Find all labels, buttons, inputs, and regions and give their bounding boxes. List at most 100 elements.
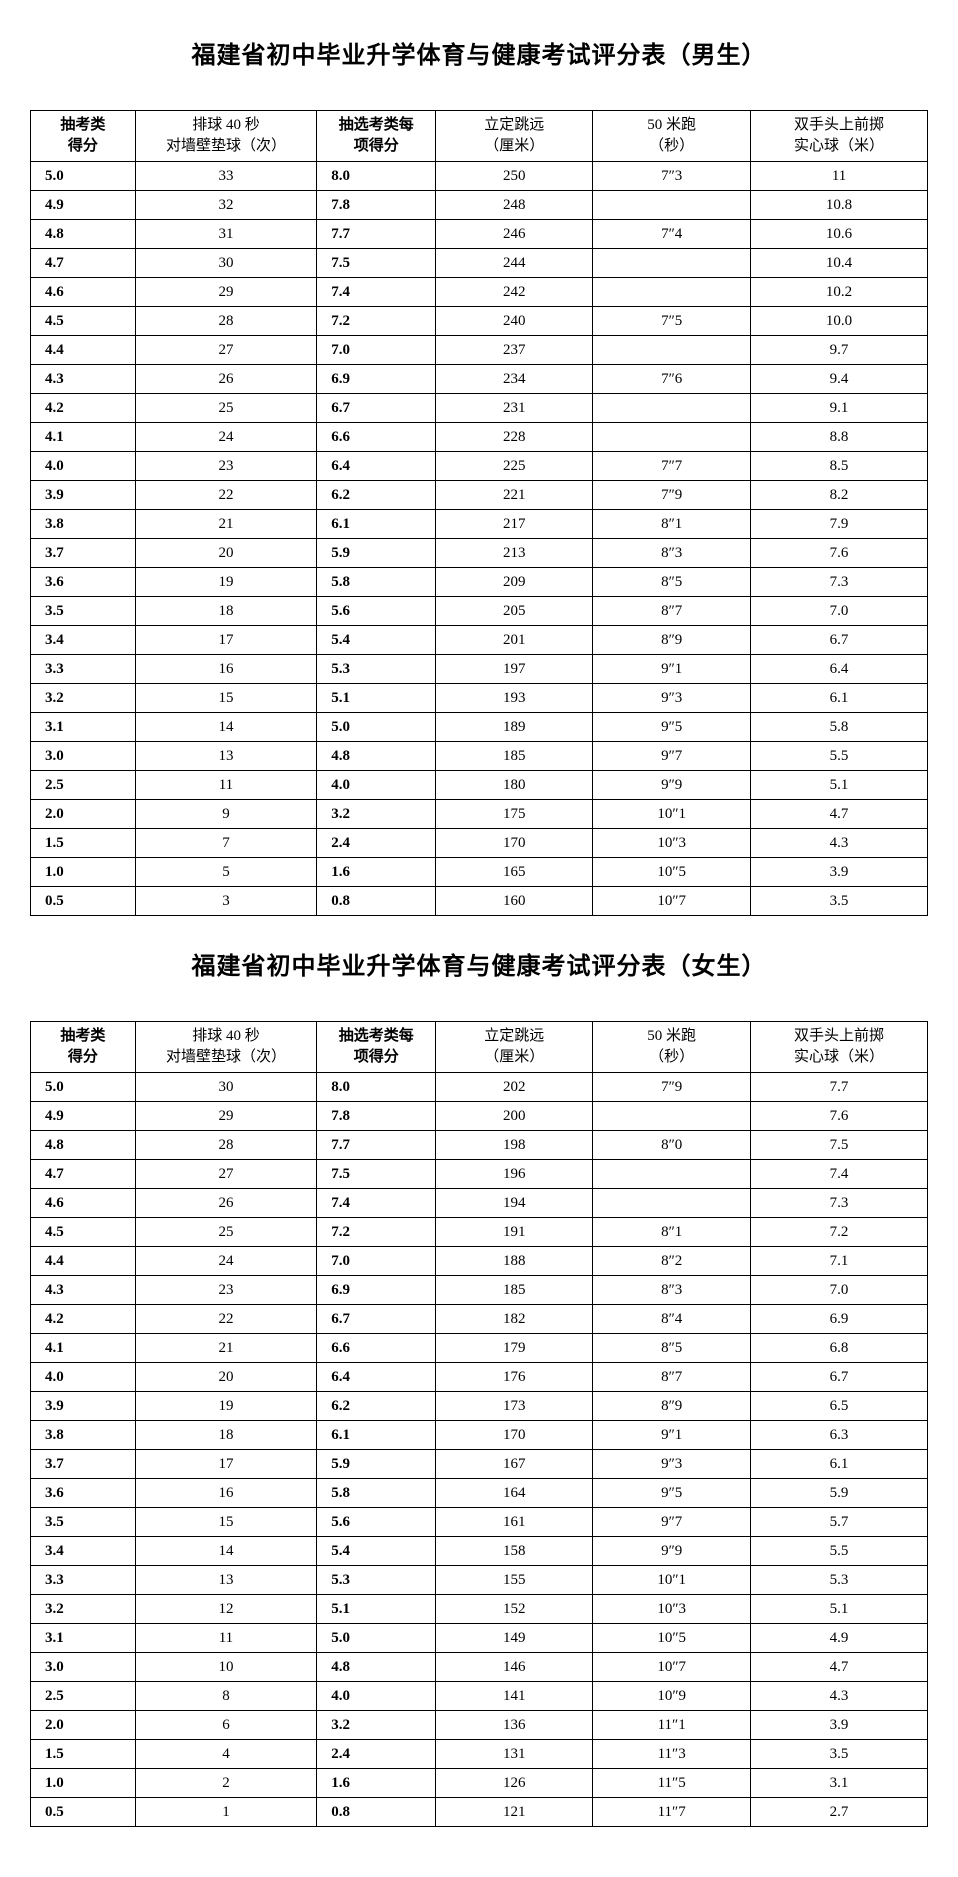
table-cell: 26 (135, 365, 317, 394)
table-cell: 221 (436, 481, 593, 510)
table-row: 4.0236.42257″78.5 (31, 452, 928, 481)
table-cell: 10″9 (593, 1682, 751, 1711)
table-cell: 6.9 (751, 1305, 928, 1334)
table-cell: 25 (135, 1218, 317, 1247)
table-cell: 4.7 (31, 1160, 136, 1189)
table-cell: 185 (436, 1276, 593, 1305)
table-row: 3.4175.42018″96.7 (31, 626, 928, 655)
table-cell: 7″6 (593, 365, 751, 394)
table-cell: 160 (436, 887, 593, 916)
table-cell: 12 (135, 1595, 317, 1624)
table-cell: 6.6 (317, 1334, 436, 1363)
table-cell: 237 (436, 336, 593, 365)
table-cell: 248 (436, 191, 593, 220)
table-cell: 3.6 (31, 568, 136, 597)
table-cell: 10″5 (593, 858, 751, 887)
table-cell: 3.9 (31, 481, 136, 510)
table-row: 4.4277.02379.7 (31, 336, 928, 365)
table-cell: 27 (135, 1160, 317, 1189)
table-row: 5.0308.02027″97.7 (31, 1073, 928, 1102)
table-cell: 3.4 (31, 1537, 136, 1566)
table-cell: 1.6 (317, 1769, 436, 1798)
table-cell: 6.4 (317, 452, 436, 481)
column-header: 双手头上前掷实心球（米） (751, 111, 928, 162)
table-cell: 234 (436, 365, 593, 394)
table-row: 4.5257.21918″17.2 (31, 1218, 928, 1247)
table-cell: 3.1 (31, 1624, 136, 1653)
table-cell: 9″1 (593, 655, 751, 684)
table-cell: 240 (436, 307, 593, 336)
table-cell: 33 (135, 162, 317, 191)
table-cell: 3.5 (751, 1740, 928, 1769)
table-cell: 5.7 (751, 1508, 928, 1537)
table-cell: 6.2 (317, 481, 436, 510)
table-cell: 155 (436, 1566, 593, 1595)
table-cell: 2.0 (31, 800, 136, 829)
table-row: 3.9226.22217″98.2 (31, 481, 928, 510)
column-header: 立定跳远（厘米） (436, 1022, 593, 1073)
table-cell: 198 (436, 1131, 593, 1160)
table-cell: 31 (135, 220, 317, 249)
table-cell: 3.9 (31, 1392, 136, 1421)
table-cell: 193 (436, 684, 593, 713)
table-row: 4.1246.62288.8 (31, 423, 928, 452)
table-cell: 11″7 (593, 1798, 751, 1827)
table-cell: 188 (436, 1247, 593, 1276)
table-cell: 4.3 (751, 829, 928, 858)
table-cell: 10″1 (593, 800, 751, 829)
table-cell: 16 (135, 655, 317, 684)
table-row: 4.6267.41947.3 (31, 1189, 928, 1218)
table-cell: 8″7 (593, 597, 751, 626)
table-cell: 23 (135, 452, 317, 481)
table-row: 4.7307.524410.4 (31, 249, 928, 278)
table-cell: 28 (135, 1131, 317, 1160)
table-cell: 6.7 (751, 1363, 928, 1392)
table-cell: 6.9 (317, 1276, 436, 1305)
table-cell: 6.4 (317, 1363, 436, 1392)
table-cell: 5.1 (317, 1595, 436, 1624)
table-cell: 5.9 (317, 1450, 436, 1479)
table-cell: 11 (751, 162, 928, 191)
table-cell: 4.3 (31, 1276, 136, 1305)
table-row: 4.1216.61798″56.8 (31, 1334, 928, 1363)
column-header: 双手头上前掷实心球（米） (751, 1022, 928, 1073)
table-cell: 4.9 (751, 1624, 928, 1653)
table-cell: 246 (436, 220, 593, 249)
column-header: 抽选考类每项得分 (317, 1022, 436, 1073)
table-cell: 191 (436, 1218, 593, 1247)
table-cell: 7.5 (317, 1160, 436, 1189)
table-cell: 6.4 (751, 655, 928, 684)
table-row: 4.9297.82007.6 (31, 1102, 928, 1131)
table-cell: 3.5 (31, 1508, 136, 1537)
table-cell: 2.5 (31, 771, 136, 800)
table-cell: 18 (135, 1421, 317, 1450)
table-cell: 10″5 (593, 1624, 751, 1653)
table-cell: 4.6 (31, 278, 136, 307)
table-row: 3.6165.81649″55.9 (31, 1479, 928, 1508)
table-cell: 9″3 (593, 684, 751, 713)
table-cell (593, 1189, 751, 1218)
table-cell: 8″0 (593, 1131, 751, 1160)
table-cell: 5.0 (31, 162, 136, 191)
table-cell: 3.2 (31, 1595, 136, 1624)
table-cell: 3.1 (751, 1769, 928, 1798)
table-cell: 200 (436, 1102, 593, 1131)
table-cell: 26 (135, 1189, 317, 1218)
table-cell: 4.6 (31, 1189, 136, 1218)
table-cell: 10 (135, 1653, 317, 1682)
table-cell: 3.8 (31, 510, 136, 539)
table-row: 2.5114.01809″95.1 (31, 771, 928, 800)
table-title: 福建省初中毕业升学体育与健康考试评分表（男生） (30, 35, 928, 70)
column-header: 抽考类得分 (31, 111, 136, 162)
table-row: 3.2155.11939″36.1 (31, 684, 928, 713)
table-cell: 18 (135, 597, 317, 626)
table-cell: 10″3 (593, 829, 751, 858)
table-cell: 8″9 (593, 626, 751, 655)
table-cell: 9″3 (593, 1450, 751, 1479)
table-cell: 3.1 (31, 713, 136, 742)
table-cell: 6.5 (751, 1392, 928, 1421)
table-cell: 7.6 (751, 539, 928, 568)
table-cell: 7.4 (751, 1160, 928, 1189)
table-cell: 1.0 (31, 1769, 136, 1798)
table-row: 2.093.217510″14.7 (31, 800, 928, 829)
